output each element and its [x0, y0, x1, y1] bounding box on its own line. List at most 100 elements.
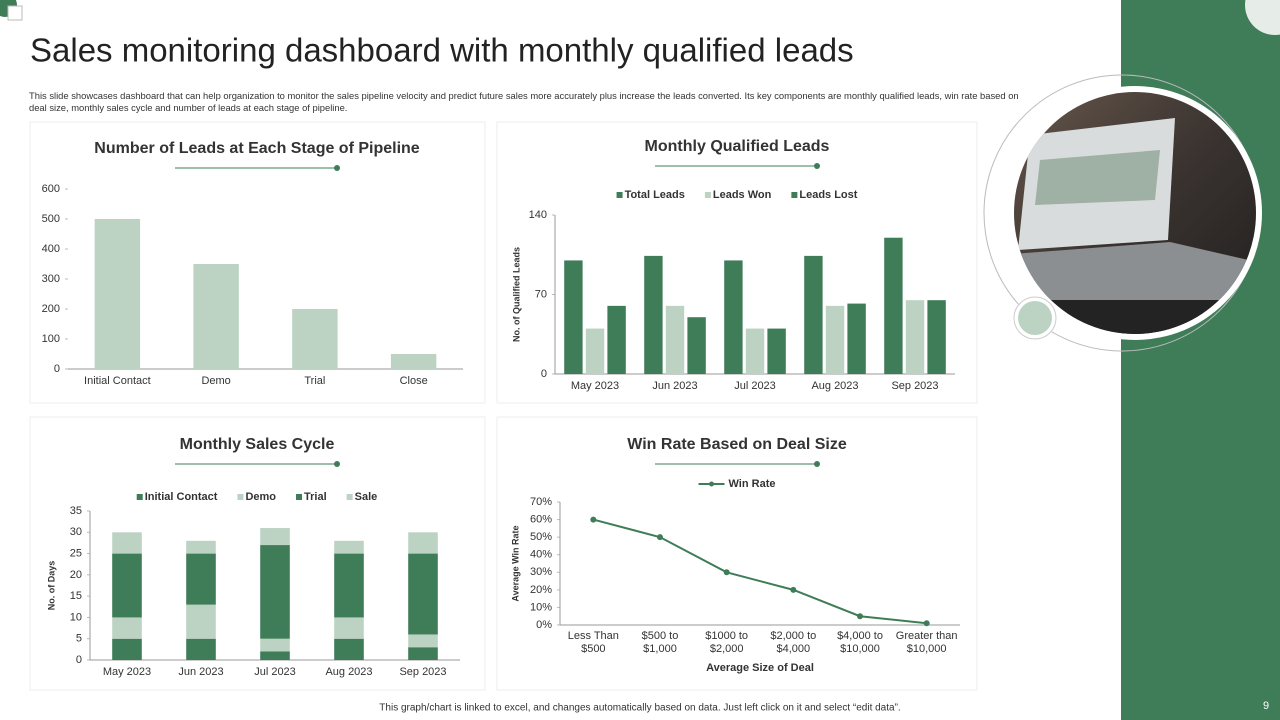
y-axis-label: No. of Days — [46, 561, 56, 611]
chart-title: Number of Leads at Each Stage of Pipelin… — [94, 140, 420, 157]
chart-panel — [496, 416, 978, 691]
bar — [292, 309, 338, 369]
legend-label: Trial — [304, 491, 327, 503]
bar-segment — [408, 647, 438, 660]
bar-segment — [112, 638, 142, 660]
legend-swatch — [791, 192, 798, 198]
bar — [724, 260, 743, 374]
legend: Win Rate — [698, 478, 776, 490]
bar-segment — [112, 532, 142, 554]
point — [657, 534, 663, 541]
y-axis-label: No. of Qualified Leads — [511, 247, 521, 342]
legend-swatch — [704, 192, 711, 198]
y-tick-label: 10 — [70, 611, 82, 623]
small-circle — [1018, 301, 1052, 335]
y-tick-label: 20% — [530, 584, 552, 596]
bar — [607, 305, 626, 374]
x-tick-label: Jun 2023 — [652, 380, 697, 392]
bar — [390, 354, 437, 369]
bar — [745, 328, 765, 374]
bar — [767, 328, 786, 374]
y-tick-label: 20 — [70, 569, 82, 581]
y-tick-label: 25 — [70, 547, 82, 559]
x-tick-label: Trial — [304, 375, 325, 387]
y-tick-label: 100 — [42, 333, 60, 345]
x-axis-label: Average Size of Deal — [706, 662, 814, 674]
bar-segment — [112, 617, 142, 639]
title-dot — [334, 461, 340, 467]
point — [723, 569, 730, 576]
legend: Initial Contact Demo Trial Sale — [136, 491, 377, 503]
y-tick-label: 0 — [76, 654, 82, 666]
bar — [687, 317, 706, 374]
x-tick-label: $4,000 to $10,000 — [837, 630, 883, 655]
point — [923, 620, 930, 627]
bar-segment — [408, 532, 438, 554]
x-tick-label: May 2023 — [571, 380, 619, 392]
legend-swatch — [296, 494, 303, 500]
x-tick-label: Sep 2023 — [399, 666, 446, 678]
y-tick-label: 70% — [530, 496, 552, 508]
bar — [847, 303, 866, 374]
x-tick-label: Aug 2023 — [811, 380, 858, 392]
x-tick-label: Demo — [201, 375, 230, 387]
page-number: 9 — [1263, 700, 1269, 712]
bar-segment — [186, 604, 216, 639]
chart-title: Monthly Sales Cycle — [180, 436, 335, 453]
bar-segment — [408, 553, 438, 635]
chart-title: Monthly Qualified Leads — [645, 138, 830, 155]
y-tick-label: 400 — [42, 243, 60, 255]
bar — [927, 300, 946, 374]
y-tick-label: 300 — [42, 273, 60, 285]
x-tick-label: $1000 to $2,000 — [705, 630, 749, 655]
bar-segment — [112, 553, 142, 618]
title-dot — [814, 163, 820, 169]
y-tick-label: 30% — [530, 566, 552, 578]
y-tick-label: 0% — [536, 619, 552, 631]
bar — [564, 260, 583, 374]
y-axis-label: Average Win Rate — [510, 525, 520, 601]
x-tick-label: $2,000 to $4,000 — [770, 630, 817, 655]
bar-segment — [260, 545, 290, 639]
y-tick-label: 0 — [54, 363, 60, 375]
bar-segment — [334, 638, 364, 660]
bar-segment — [334, 540, 364, 554]
bar — [585, 328, 605, 374]
corner-box — [7, 5, 23, 21]
y-tick-label: 40% — [530, 549, 552, 561]
legend-swatch — [616, 192, 623, 198]
legend-label: Demo — [245, 491, 276, 503]
y-tick-label: 50% — [530, 531, 552, 543]
legend-label: Win Rate — [729, 478, 776, 490]
y-tick-label: 10% — [530, 601, 552, 613]
x-tick-label: Jul 2023 — [254, 666, 296, 678]
bar-segment — [260, 651, 290, 660]
x-tick-label: $500 to $1,000 — [641, 630, 679, 655]
y-tick-label: 0 — [541, 368, 547, 380]
y-tick-label: 140 — [529, 209, 547, 221]
line — [593, 518, 927, 625]
bar — [644, 255, 663, 374]
legend-swatch — [346, 494, 353, 500]
y-tick-label: 30 — [70, 526, 82, 538]
legend: Total Leads Leads Won Leads Lost — [616, 189, 858, 201]
legend-swatch — [136, 494, 143, 500]
x-tick-label: Jul 2023 — [734, 380, 776, 392]
x-tick-label: Aug 2023 — [325, 666, 372, 678]
bar-segment — [260, 528, 290, 546]
legend-label: Initial Contact — [145, 491, 218, 503]
bar — [804, 255, 823, 374]
y-tick-label: 5 — [76, 633, 82, 645]
bar — [193, 264, 239, 369]
bar-segment — [334, 617, 364, 639]
bar-segment — [186, 553, 216, 605]
y-tick-label: 60% — [530, 513, 552, 525]
legend-label: Leads Lost — [799, 189, 857, 201]
legend-label: Total Leads — [625, 189, 685, 201]
bar — [884, 237, 903, 374]
top-decoration — [1245, 0, 1280, 35]
x-tick-label: Sep 2023 — [891, 380, 938, 392]
bar-segment — [260, 638, 290, 652]
